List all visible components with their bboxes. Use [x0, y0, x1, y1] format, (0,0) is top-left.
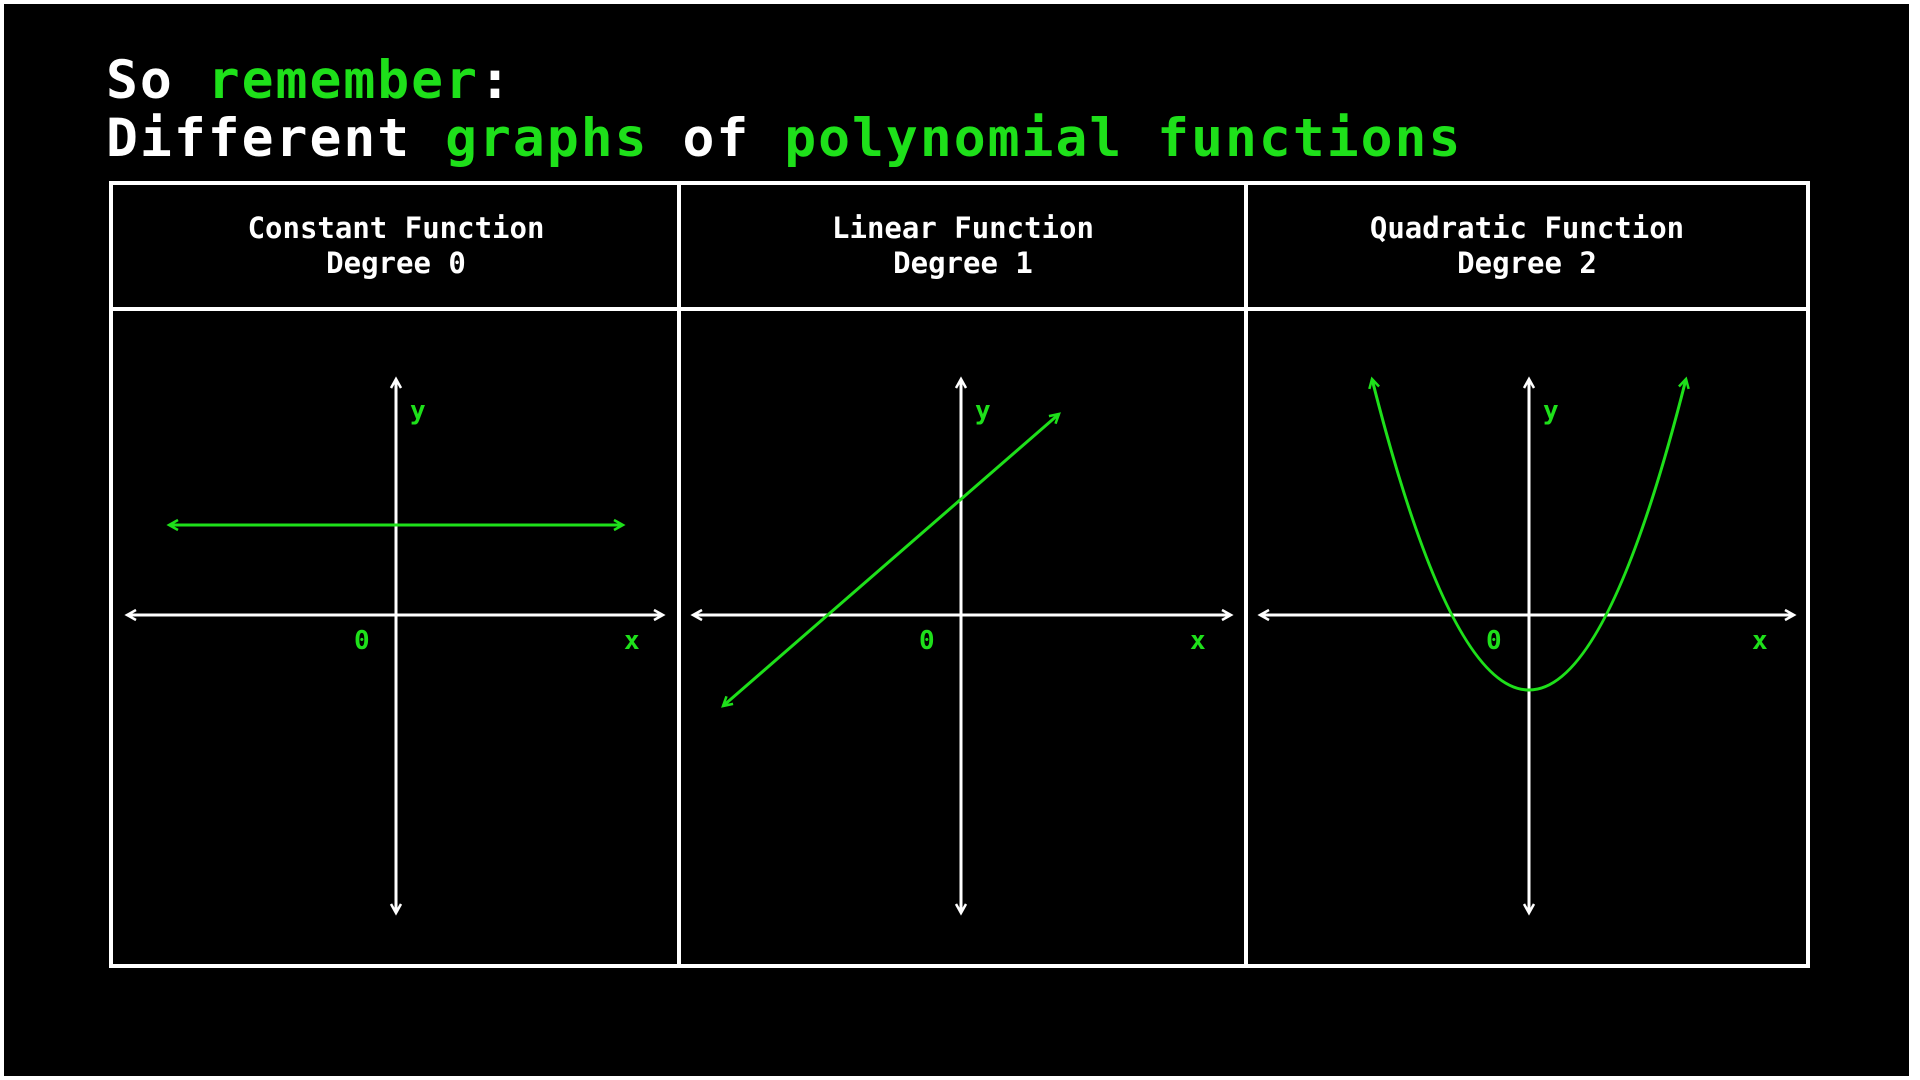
slide-heading: So remember: Different graphs of polynom…	[106, 52, 1462, 168]
heading-accent-text: remember	[207, 50, 480, 111]
parabola-curve	[1368, 376, 1690, 692]
panel-subtitle: Degree 2	[1457, 246, 1597, 280]
x-axis-label: x	[624, 626, 640, 656]
panel-subtitle: Degree 0	[326, 246, 466, 280]
panel-title: Quadratic Function	[1369, 211, 1685, 245]
heading-line-2: Different graphs of polynomial functions	[106, 108, 1462, 169]
panel-header: Quadratic Function Degree 2	[1248, 185, 1806, 311]
panel-subtitle: Degree 1	[893, 246, 1033, 280]
heading-accent-text: polynomial functions	[784, 108, 1463, 169]
y-axis-label: y	[975, 396, 991, 426]
heading-text: So	[106, 50, 208, 111]
panel-header: Constant Function Degree 0	[113, 185, 679, 311]
heading-text: of	[648, 108, 785, 169]
panel-title: Linear Function	[832, 211, 1094, 245]
comparison-table: Constant Function Degree 0 y x 0 Linear …	[109, 181, 1810, 968]
heading-accent-text: graphs	[445, 108, 649, 169]
panel-linear: Linear Function Degree 1 y x 0	[681, 185, 1245, 964]
column-divider	[677, 185, 681, 964]
x-axis-label: x	[1752, 626, 1768, 656]
origin-label: 0	[354, 626, 370, 656]
panel-header: Linear Function Degree 1	[681, 185, 1245, 311]
heading-text: Different	[106, 108, 446, 169]
linear-graph: y x 0	[690, 376, 1234, 916]
panel-title: Constant Function	[247, 211, 545, 245]
linear-line	[721, 412, 1061, 708]
constant-graph: y x 0	[124, 376, 666, 916]
x-axis-label: x	[1190, 626, 1206, 656]
panel-constant: Constant Function Degree 0 y x 0	[113, 185, 679, 964]
panel-quadratic: Quadratic Function Degree 2 y x 0	[1248, 185, 1806, 964]
y-axis-label: y	[410, 396, 426, 426]
quadratic-graph: y x 0	[1257, 376, 1797, 916]
heading-line-1: So remember:	[106, 50, 513, 111]
origin-label: 0	[1486, 626, 1502, 656]
origin-label: 0	[919, 626, 935, 656]
column-divider	[1244, 185, 1248, 964]
heading-text: :	[479, 50, 513, 111]
y-axis-label: y	[1543, 396, 1559, 426]
